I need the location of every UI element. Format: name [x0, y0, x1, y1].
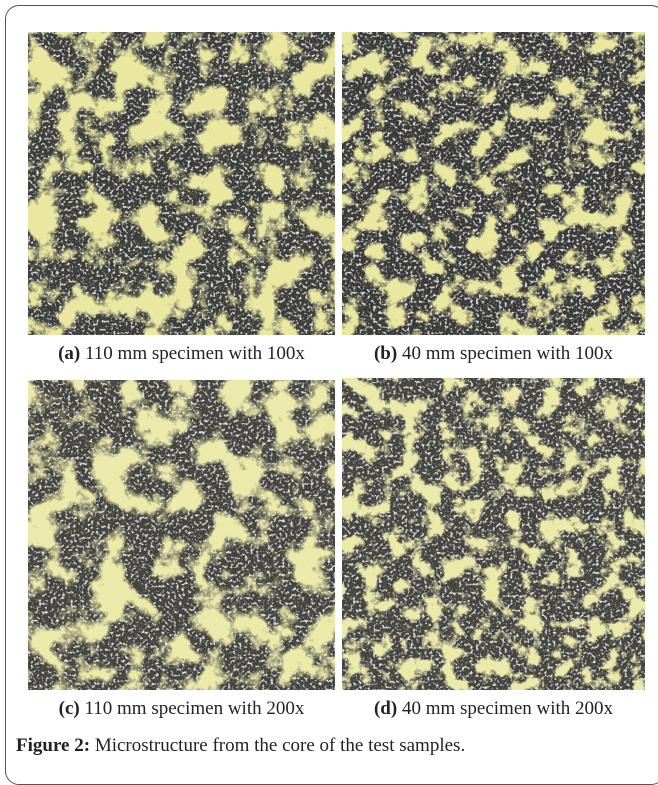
panel-label: (a) — [58, 343, 80, 364]
panel-caption: (c) 110 mm specimen with 200x — [28, 698, 335, 720]
panel-caption: (a) 110 mm specimen with 100x — [28, 343, 335, 365]
micrograph-d — [342, 378, 645, 690]
panel-label: (d) — [374, 698, 397, 719]
page: {"panels": [ {"label": "(a)", "caption":… — [0, 0, 658, 769]
micrograph-b — [342, 32, 645, 335]
micrograph-a — [28, 32, 335, 335]
figure-label: Figure 2: — [16, 735, 90, 756]
micrograph-c — [28, 380, 335, 690]
panel-caption: (d) 40 mm specimen with 200x — [342, 698, 645, 720]
panel-text: 110 mm specimen with 200x — [84, 698, 304, 719]
panel-text: 110 mm specimen with 100x — [85, 343, 305, 364]
panel-label: (b) — [374, 343, 397, 364]
figure-text: Microstructure from the core of the test… — [95, 735, 465, 756]
panel-text: 40 mm specimen with 100x — [402, 343, 613, 364]
panel-caption: (b) 40 mm specimen with 100x — [342, 343, 645, 365]
panel-label: (c) — [59, 698, 80, 719]
panel-text: 40 mm specimen with 200x — [402, 698, 613, 719]
figure-caption: Figure 2: Microstructure from the core o… — [16, 735, 465, 757]
